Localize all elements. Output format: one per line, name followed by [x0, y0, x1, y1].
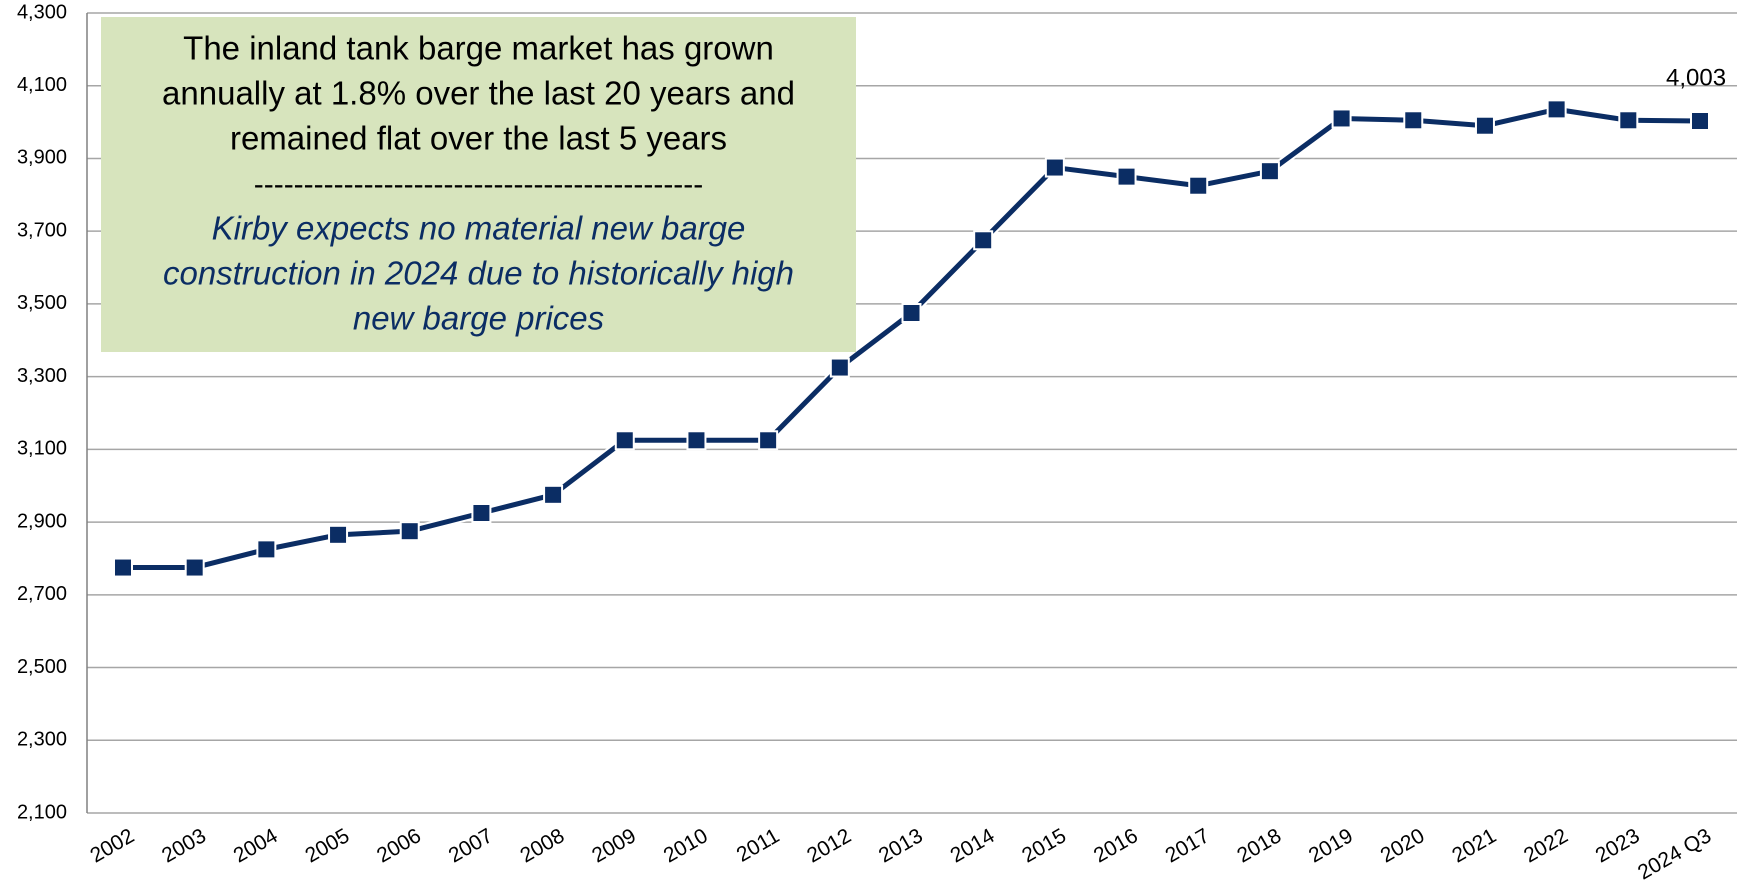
annotation-note: Kirby expects no material new barge — [212, 210, 746, 247]
x-tick-label: 2022 — [1520, 824, 1572, 867]
x-tick-label: 2018 — [1233, 824, 1285, 867]
marker — [901, 303, 922, 323]
y-tick-label: 2,100 — [17, 801, 67, 823]
marker — [471, 503, 492, 523]
x-tick-label: 2015 — [1018, 824, 1070, 867]
marker — [758, 430, 779, 451]
x-tick-label: 2012 — [803, 824, 855, 867]
marker — [829, 357, 850, 378]
x-tick-label: 2009 — [588, 824, 640, 867]
annotation-line: annually at 1.8% over the last 20 years … — [162, 75, 795, 112]
marker — [328, 524, 349, 545]
x-tick-label: 2021 — [1448, 824, 1500, 867]
x-tick-label: 2016 — [1090, 824, 1142, 867]
marker — [1044, 157, 1065, 178]
y-tick-label: 3,900 — [17, 147, 67, 169]
data-label: 4,003 — [1666, 64, 1726, 91]
y-tick-label: 2,300 — [17, 729, 67, 751]
y-tick-label: 4,300 — [17, 1, 67, 23]
x-tick-label: 2019 — [1305, 824, 1357, 867]
marker — [184, 557, 205, 578]
x-tick-label: 2008 — [516, 824, 568, 867]
y-tick-label: 4,100 — [17, 74, 67, 96]
annotation-separator: ----------------------------------------… — [254, 168, 704, 201]
annotation-box — [101, 17, 856, 352]
y-tick-label: 2,500 — [17, 656, 67, 678]
x-tick-label: 2007 — [445, 824, 497, 867]
marker — [1116, 166, 1137, 187]
marker — [399, 521, 420, 542]
marker — [1474, 115, 1495, 136]
marker — [973, 230, 994, 251]
y-tick-label: 3,300 — [17, 365, 67, 387]
annotation-line: The inland tank barge market has grown — [183, 30, 774, 67]
marker — [543, 484, 564, 505]
x-tick-label: 2013 — [875, 824, 927, 867]
marker — [113, 557, 133, 578]
x-tick-label: 2020 — [1377, 824, 1429, 867]
marker — [1188, 175, 1209, 196]
annotation-note: construction in 2024 due to historically… — [163, 255, 794, 292]
marker — [1259, 161, 1280, 182]
x-tick-label: 2024 Q3 — [1634, 824, 1715, 884]
x-tick-label: 2017 — [1162, 824, 1214, 867]
marker — [1331, 108, 1352, 129]
x-tick-label: 2004 — [230, 824, 282, 867]
x-tick-label: 2006 — [373, 824, 425, 867]
marker — [614, 430, 635, 451]
annotation-note: new barge prices — [353, 300, 604, 337]
x-tick-label: 2014 — [946, 824, 998, 867]
x-tick-label: 2003 — [158, 824, 210, 867]
annotation-line: remained flat over the last 5 years — [230, 120, 727, 157]
y-tick-label: 3,500 — [17, 292, 67, 314]
y-tick-label: 3,100 — [17, 438, 67, 460]
x-tick-label: 2023 — [1592, 824, 1644, 867]
x-tick-label: 2002 — [86, 824, 138, 867]
y-tick-label: 3,700 — [17, 219, 67, 241]
x-tick-label: 2005 — [301, 824, 353, 867]
marker — [1546, 99, 1567, 120]
y-tick-label: 2,700 — [17, 583, 67, 605]
marker — [686, 430, 707, 451]
x-tick-label: 2010 — [660, 824, 712, 867]
x-tick-label: 2011 — [733, 824, 784, 867]
marker — [1690, 111, 1710, 131]
y-tick-label: 2,900 — [17, 510, 67, 532]
marker — [1403, 110, 1424, 131]
marker — [256, 539, 277, 560]
marker — [1618, 110, 1639, 131]
